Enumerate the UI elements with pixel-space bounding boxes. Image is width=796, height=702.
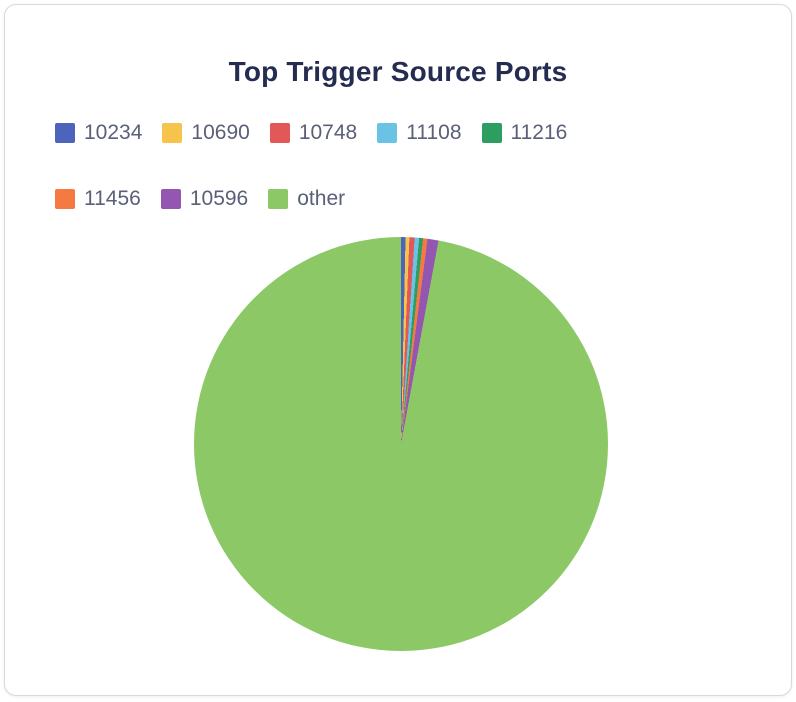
legend-item-10690[interactable]: 10690 <box>162 121 250 145</box>
legend-item-11456[interactable]: 11456 <box>55 187 141 211</box>
legend-item-other[interactable]: other <box>268 187 345 211</box>
chart-title: Top Trigger Source Ports <box>228 56 568 87</box>
legend-swatch <box>268 189 289 209</box>
legend-label: 10690 <box>191 121 250 144</box>
pie-chart[interactable] <box>194 237 608 651</box>
legend-label: 11108 <box>406 121 462 144</box>
legend-item-10596[interactable]: 10596 <box>160 187 249 211</box>
legend-label: 10596 <box>189 187 249 210</box>
legend-swatch <box>55 123 75 143</box>
legend-label: 11216 <box>510 121 568 144</box>
legend-swatch <box>162 123 183 143</box>
legend-label: other <box>297 187 346 210</box>
legend-swatch <box>55 189 75 209</box>
legend-swatch <box>269 123 290 143</box>
chart-card: Top Trigger Source Ports 10234 10690 107… <box>4 4 792 696</box>
legend-swatch <box>377 123 398 143</box>
legend-swatch <box>481 123 502 143</box>
legend-swatch <box>160 189 181 209</box>
legend-label: 10234 <box>84 121 143 144</box>
legend-item-10234[interactable]: 10234 <box>55 121 142 145</box>
legend-label: 11456 <box>84 187 141 210</box>
legend: 10234 10690 10748 11108 11216 11456 1059… <box>55 121 630 211</box>
legend-item-10748[interactable]: 10748 <box>269 121 358 145</box>
legend-item-11216[interactable]: 11216 <box>481 121 568 145</box>
legend-item-11108[interactable]: 11108 <box>377 121 462 145</box>
legend-label: 10748 <box>298 121 358 144</box>
